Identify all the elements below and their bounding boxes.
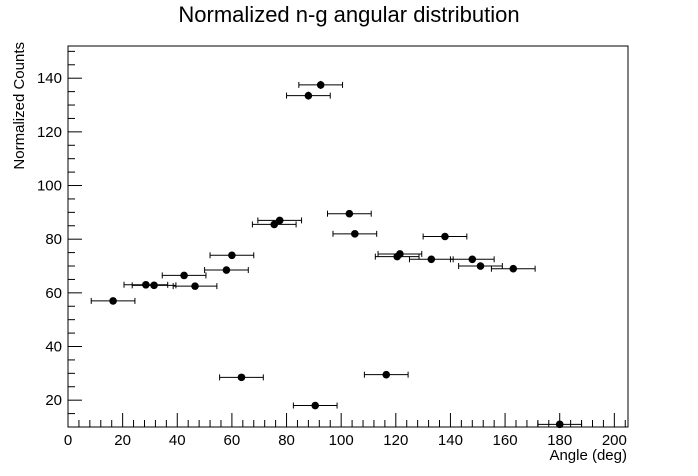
data-point [131,281,177,290]
data-point [449,255,495,264]
x-tick-label: 140 [438,432,463,449]
data-point [458,262,503,270]
x-tick-label: 120 [383,432,408,449]
y-tick-label: 20 [45,392,62,409]
point-marker [237,373,246,382]
data-points [90,80,583,429]
y-tick-label: 120 [37,124,62,141]
data-point [292,401,338,410]
data-point [377,250,423,258]
x-tick-label: 60 [224,432,241,449]
point-marker [191,282,199,290]
data-point [298,80,344,89]
point-marker [345,209,354,218]
point-marker [555,420,564,429]
data-point [172,282,218,290]
y-tick-label: 100 [37,178,62,195]
point-marker [109,297,117,305]
data-point [363,370,409,379]
data-point [251,220,297,229]
data-point [332,230,378,238]
x-tick-label: 0 [64,432,72,449]
point-marker [351,230,359,238]
point-marker [316,81,325,89]
data-point [161,271,207,280]
data-point [490,264,536,273]
x-axis-title: Angle (deg) [549,447,627,464]
data-point [209,251,255,260]
point-marker [476,262,485,270]
point-marker [270,220,279,229]
data-point [327,209,372,218]
y-axis-title: Normalized Counts [11,42,28,170]
x-tick-label: 80 [278,432,295,449]
point-marker [180,271,188,280]
x-tick-label: 200 [602,432,627,449]
y-tick-label: 40 [45,339,62,356]
point-marker [396,250,404,258]
chart-title: Normalized n-g angular distribution [178,2,519,27]
x-tick-label: 100 [329,432,354,449]
plot-frame [67,45,629,428]
y-tick-label: 60 [45,285,62,302]
point-marker [228,251,236,260]
data-point [537,420,583,429]
x-tick-label: 20 [114,432,131,449]
x-tick-label: 180 [547,432,572,449]
point-marker [311,401,320,410]
point-marker [222,266,231,274]
x-axis: 0 20 40 60 80 100 120 140 160 180 200 [64,413,627,449]
point-marker [142,280,150,289]
point-marker [275,216,284,225]
data-point [286,91,331,100]
point-marker [304,91,313,100]
data-point [422,232,468,241]
data-point [219,373,264,382]
y-axis: 20 40 60 80 100 120 140 [37,50,82,428]
x-tick-label: 160 [493,432,518,449]
y-tick-label: 140 [37,70,62,87]
data-point [204,266,249,274]
point-marker [509,264,518,273]
y-tick-label: 80 [45,231,62,248]
point-marker [427,255,436,264]
x-tick-label: 40 [169,432,186,449]
point-marker [150,281,158,290]
point-marker [382,370,391,379]
point-marker [441,232,449,241]
data-point [123,280,169,289]
data-point [257,216,303,225]
point-marker [468,255,477,264]
data-point [90,297,136,305]
